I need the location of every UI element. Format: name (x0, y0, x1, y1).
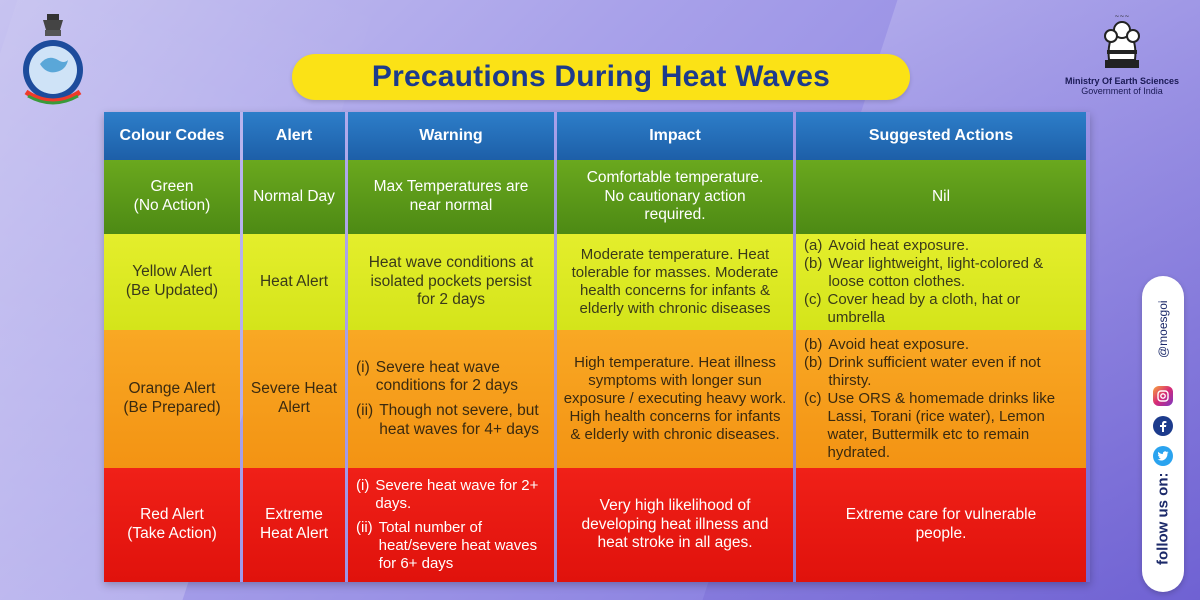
list-item: (b) Avoid heat exposure. (804, 336, 969, 353)
social-handle[interactable]: @moesgoi (1156, 300, 1170, 358)
yellow-warning: Heat wave conditions at isolated pockets… (348, 234, 554, 330)
orange-warning: (i) Severe heat wave conditions for 2 day… (348, 330, 554, 468)
list-item: (b) Drink sufficient water even if not th… (804, 354, 1041, 389)
social-sidebar: @moesgoi follow us on: (1142, 276, 1184, 592)
header-impact: Impact (557, 112, 793, 160)
svg-text:~~~: ~~~ (1114, 13, 1129, 20)
list-item: (ii) Total number of heat/severe heat wav… (356, 519, 538, 572)
heat-wave-table: Colour Codes Alert Warning Impact Sugges… (104, 112, 1090, 582)
moes-logo: ~~~ Ministry Of Earth Sciences Governmen… (1062, 8, 1182, 118)
red-warning: (i) Severe heat wave for 2+ days. (ii) Tot… (348, 468, 554, 582)
page-title: Precautions During Heat Waves (371, 60, 831, 93)
list-item: (i) Severe heat wave conditions for 2 day… (356, 358, 518, 395)
list-item: (ii) Though not severe, but heat waves fo… (356, 402, 540, 438)
list-item: (b) Wear lightweight, light-colored & loo… (804, 255, 1044, 290)
red-colour-code: Red Alert (Take Action) (104, 468, 240, 582)
header-suggested-actions: Suggested Actions (796, 112, 1086, 160)
green-warning: Max Temperatures are near normal (348, 160, 554, 234)
facebook-icon[interactable] (1153, 416, 1173, 436)
twitter-icon[interactable] (1153, 446, 1173, 466)
orange-colour-code: Orange Alert (Be Prepared) (104, 330, 240, 468)
green-actions: Nil (796, 160, 1086, 234)
green-alert: Normal Day (243, 160, 345, 234)
list-item: (c) Use ORS & homemade drinks like Lassi,… (804, 390, 1056, 461)
red-alert: Extreme Heat Alert (243, 468, 345, 582)
list-item: (a) Avoid heat exposure. (804, 237, 969, 254)
orange-impact: High temperature. Heat illness symptoms … (557, 330, 793, 468)
orange-actions: (b) Avoid heat exposure. (b) Drink suffici… (796, 330, 1086, 468)
red-impact: Very high likelihood of developing heat … (557, 468, 793, 582)
list-item: (i) Severe heat wave for 2+ days. (356, 477, 539, 512)
green-impact: Comfortable temperature. No cautionary a… (557, 160, 793, 234)
moes-text: Ministry Of Earth Sciences Government of… (1062, 76, 1182, 97)
yellow-alert: Heat Alert (243, 234, 345, 330)
ministry-name: Ministry Of Earth Sciences (1064, 76, 1180, 86)
title-banner: Precautions During Heat Waves (292, 54, 910, 100)
header-warning: Warning (348, 112, 554, 160)
national-emblem-icon: ~~~ (1104, 13, 1140, 68)
header-alert: Alert (243, 112, 345, 160)
yellow-actions: (a) Avoid heat exposure. (b) Wear lightwei… (796, 234, 1086, 330)
yellow-colour-code: Yellow Alert (Be Updated) (104, 234, 240, 330)
red-actions: Extreme care for vulnerable people. (796, 468, 1086, 582)
imd-logo (23, 14, 83, 105)
government-name: Government of India (1081, 86, 1163, 97)
orange-alert: Severe Heat Alert (243, 330, 345, 468)
header-colour-codes: Colour Codes (104, 112, 240, 160)
green-colour-code: Green (No Action) (104, 160, 240, 234)
instagram-icon[interactable] (1153, 386, 1173, 406)
list-item: (c) Cover head by a cloth, hat or umbrell… (804, 291, 1021, 326)
follow-us-label: follow us on: (1154, 472, 1172, 566)
yellow-impact: Moderate temperature. Heat tolerable for… (557, 234, 793, 330)
